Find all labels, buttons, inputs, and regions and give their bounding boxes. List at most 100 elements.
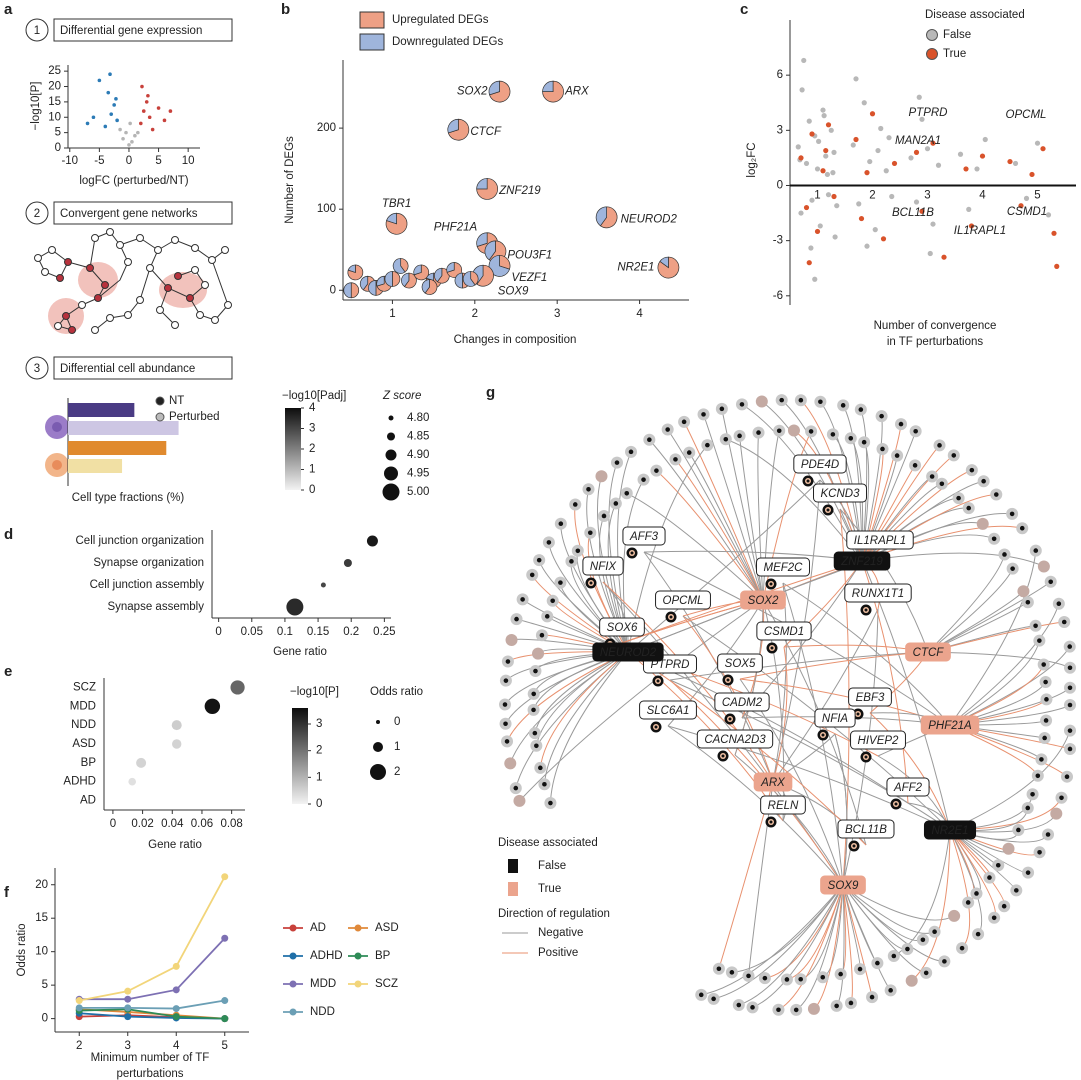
node-core	[776, 428, 782, 434]
node-core	[1025, 599, 1031, 605]
node-core	[716, 966, 722, 972]
annotation: BCL11B	[892, 207, 934, 219]
legend-label: NDD	[310, 1006, 335, 1018]
x-tick-label: 0.08	[220, 818, 242, 830]
node-core	[613, 501, 619, 506]
series-line	[79, 999, 225, 1010]
size-legend-label: 2	[394, 766, 400, 778]
gene: CSMD1	[756, 621, 812, 641]
edge	[534, 651, 629, 734]
node-core	[1002, 552, 1007, 557]
node	[1037, 560, 1050, 573]
point	[861, 100, 867, 106]
node-core	[513, 785, 519, 791]
node-core	[558, 521, 564, 526]
point	[146, 93, 150, 98]
tf: ZNF219	[833, 551, 891, 571]
gene-label: PTPRD	[651, 659, 690, 671]
point	[853, 76, 859, 82]
edge	[701, 884, 844, 996]
gene-label: NFIA	[822, 713, 849, 725]
point	[806, 118, 812, 124]
pie-down	[659, 256, 669, 269]
point	[828, 127, 834, 133]
gene-node-core	[770, 646, 774, 650]
node-core	[937, 443, 942, 448]
node-core	[572, 502, 578, 507]
gene-box	[793, 454, 847, 474]
node-core	[1067, 644, 1073, 649]
gene-node-core	[726, 678, 730, 682]
panel-letter: b	[281, 1, 290, 18]
point	[817, 223, 823, 229]
pie-up	[400, 258, 409, 273]
node-core	[818, 399, 823, 405]
tf: CTCF	[905, 642, 951, 662]
x-tick-label: 0	[215, 626, 221, 638]
node-core	[1009, 511, 1015, 517]
node-core	[848, 436, 854, 441]
y-tick-label: 10	[48, 111, 61, 123]
panel-letter: e	[4, 663, 12, 680]
point	[140, 84, 144, 89]
gene-node-core	[589, 581, 593, 585]
x-axis-label: perturbations	[116, 1068, 183, 1080]
pie-down	[376, 275, 385, 287]
node-core	[776, 1007, 781, 1013]
tf-label: ARX	[760, 777, 786, 789]
point	[974, 166, 980, 172]
point-label: TBR1	[382, 198, 411, 210]
x-tick-label: 1	[389, 308, 395, 320]
gene-label: EBF3	[856, 692, 885, 704]
legend-title: Disease associated	[498, 837, 598, 849]
size-legend-marker	[370, 764, 386, 780]
y-tick-label: BP	[81, 757, 97, 769]
y-tick-label: 200	[317, 122, 336, 134]
point	[75, 997, 83, 1005]
x-tick-label: 0.1	[277, 626, 293, 638]
node-core	[966, 505, 972, 511]
x-axis-label: Gene ratio	[148, 839, 202, 851]
point	[798, 210, 804, 216]
node-core	[1025, 805, 1031, 811]
edge	[739, 651, 929, 680]
gene-node-core	[856, 712, 860, 716]
point	[221, 1015, 229, 1023]
pie-down	[434, 267, 443, 283]
gene-label: IL1RAPL1	[854, 535, 906, 547]
node-core	[784, 977, 790, 982]
point	[124, 1013, 132, 1021]
point	[1029, 171, 1035, 178]
pie-down	[386, 212, 397, 225]
edge	[949, 550, 1037, 726]
y-tick-label: 0	[330, 284, 336, 296]
point	[97, 78, 102, 83]
node-core	[920, 937, 926, 943]
node-core	[894, 453, 900, 458]
point	[168, 109, 173, 113]
y-axis-label: −log10[P]	[30, 82, 42, 131]
y-axis-label: log₂FC	[746, 142, 758, 177]
node-core	[939, 481, 945, 487]
node-core	[1059, 795, 1064, 801]
annotation: CSMD1	[1007, 206, 1047, 218]
pie-down	[359, 275, 369, 291]
point	[75, 1004, 83, 1012]
edge	[669, 679, 951, 831]
point	[172, 962, 180, 970]
point	[147, 115, 152, 120]
point	[172, 986, 180, 994]
legend-marker	[926, 29, 938, 41]
node-core	[1067, 702, 1073, 708]
point-label: SOX9	[498, 286, 529, 298]
point	[963, 166, 969, 172]
y-tick-label: 6	[777, 69, 783, 81]
pie-down	[384, 271, 393, 287]
point	[825, 192, 832, 198]
point	[121, 136, 125, 141]
node-core	[959, 945, 965, 951]
gene-box	[756, 557, 810, 577]
node-core	[1030, 791, 1035, 797]
pie-up	[350, 282, 360, 299]
point	[127, 143, 131, 147]
